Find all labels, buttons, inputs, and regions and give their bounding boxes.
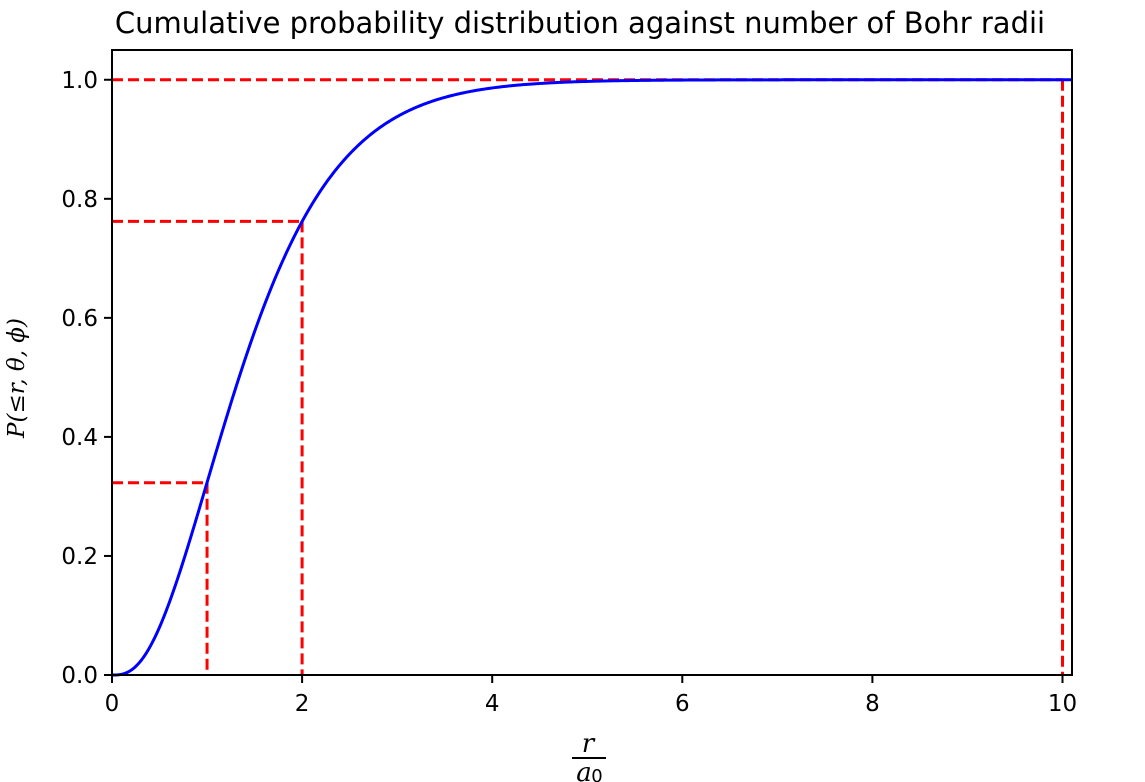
y-tick-label: 0.2 bbox=[61, 544, 98, 570]
x-axis-label: r a 0 bbox=[572, 729, 606, 782]
y-tick-label: 0.8 bbox=[61, 187, 98, 213]
y-tick-label: 0.6 bbox=[61, 306, 98, 332]
x-tick-label: 8 bbox=[865, 691, 880, 717]
x-axis-label-denominator: a bbox=[576, 758, 592, 782]
y-tick-label: 0.0 bbox=[61, 663, 98, 689]
y-axis-label: P(≤r, θ, ϕ) bbox=[4, 318, 30, 439]
x-tick-label: 2 bbox=[295, 691, 310, 717]
y-tick-label: 1.0 bbox=[61, 68, 98, 94]
x-tick-label: 4 bbox=[485, 691, 500, 717]
x-axis-label-numerator: r bbox=[582, 729, 596, 759]
x-tick-label: 6 bbox=[675, 691, 690, 717]
x-axis-label-subscript: 0 bbox=[591, 766, 602, 782]
chart-title: Cumulative probability distribution agai… bbox=[115, 6, 1045, 40]
plot-area bbox=[111, 78, 1072, 677]
y-axis: 0.0 0.2 0.4 0.6 0.8 1.0 bbox=[61, 68, 112, 689]
cdf-curve bbox=[111, 78, 1072, 677]
axes-frame bbox=[111, 49, 1073, 676]
x-tick-label: 10 bbox=[1048, 691, 1077, 717]
x-tick-label: 0 bbox=[105, 691, 120, 717]
x-axis: 0 2 4 6 8 10 bbox=[105, 675, 1077, 717]
y-tick-label: 0.4 bbox=[61, 425, 98, 451]
